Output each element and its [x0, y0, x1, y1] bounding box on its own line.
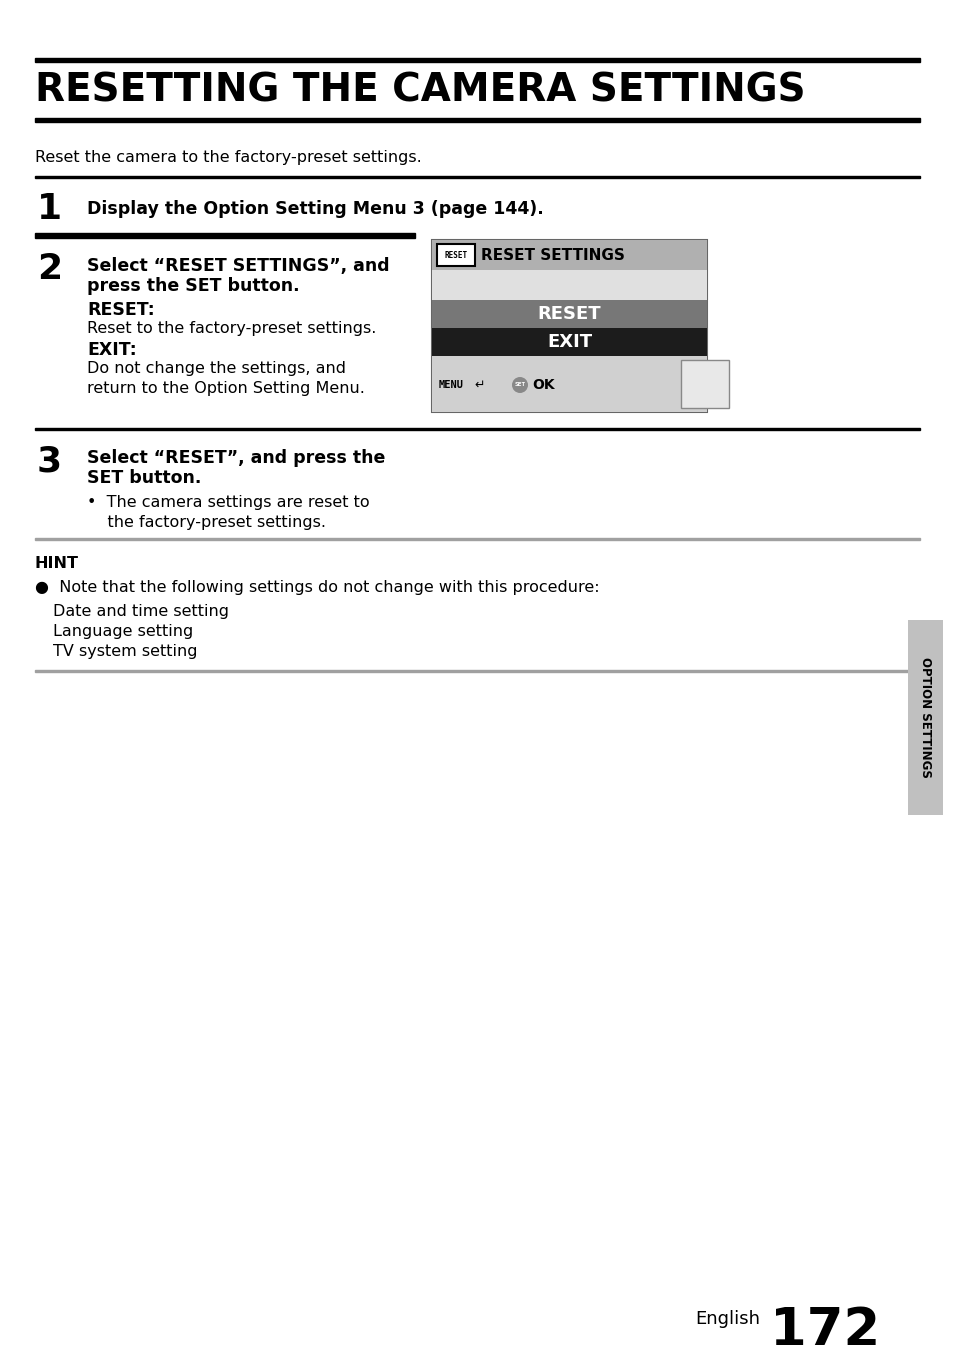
- Text: Reset the camera to the factory-preset settings.: Reset the camera to the factory-preset s…: [35, 151, 421, 165]
- Text: RESETTING THE CAMERA SETTINGS: RESETTING THE CAMERA SETTINGS: [35, 73, 804, 110]
- Text: 1: 1: [37, 192, 62, 226]
- Text: SET button.: SET button.: [87, 469, 201, 487]
- Text: Do not change the settings, and: Do not change the settings, and: [87, 360, 346, 377]
- Text: RESET SETTINGS: RESET SETTINGS: [480, 247, 624, 264]
- Text: 3: 3: [37, 444, 62, 477]
- Text: Date and time setting: Date and time setting: [53, 604, 229, 619]
- Text: EXIT:: EXIT:: [87, 342, 136, 359]
- Text: Language setting: Language setting: [53, 624, 193, 639]
- Circle shape: [512, 377, 527, 393]
- Text: press the SET button.: press the SET button.: [87, 277, 299, 295]
- Bar: [432, 239, 706, 412]
- Text: English: English: [695, 1310, 760, 1328]
- Text: Select “RESET”, and press the: Select “RESET”, and press the: [87, 449, 385, 467]
- Text: Reset to the factory-preset settings.: Reset to the factory-preset settings.: [87, 321, 376, 336]
- Text: MENU: MENU: [438, 381, 463, 390]
- Text: the factory-preset settings.: the factory-preset settings.: [87, 515, 326, 530]
- Bar: [35, 233, 415, 238]
- Bar: [35, 670, 919, 672]
- Bar: [436, 243, 475, 266]
- Text: •  The camera settings are reset to: • The camera settings are reset to: [87, 495, 369, 510]
- Text: Select “RESET SETTINGS”, and: Select “RESET SETTINGS”, and: [87, 257, 389, 274]
- Text: ●  Note that the following settings do not change with this procedure:: ● Note that the following settings do no…: [35, 580, 599, 594]
- Bar: [432, 328, 706, 356]
- Bar: [35, 176, 919, 178]
- Bar: [432, 356, 706, 412]
- Text: Display the Option Setting Menu 3 (page 144).: Display the Option Setting Menu 3 (page …: [87, 200, 543, 218]
- Bar: [35, 538, 919, 539]
- Text: OK: OK: [532, 378, 554, 391]
- Text: 172: 172: [769, 1305, 880, 1345]
- Text: OPTION SETTINGS: OPTION SETTINGS: [918, 658, 931, 777]
- Text: TV system setting: TV system setting: [53, 644, 197, 659]
- Text: return to the Option Setting Menu.: return to the Option Setting Menu.: [87, 381, 364, 395]
- Text: RESET: RESET: [537, 305, 600, 323]
- Bar: [35, 428, 919, 430]
- Text: SET: SET: [514, 382, 525, 387]
- Bar: [432, 270, 706, 300]
- Bar: [432, 300, 706, 328]
- Bar: [432, 239, 706, 270]
- Bar: [680, 360, 728, 408]
- Text: 2: 2: [37, 252, 62, 286]
- Bar: [35, 118, 919, 122]
- Text: EXIT: EXIT: [546, 334, 592, 351]
- Bar: [35, 58, 919, 62]
- Text: ↵: ↵: [474, 378, 484, 391]
- Text: HINT: HINT: [35, 555, 79, 572]
- Text: RESET: RESET: [444, 252, 467, 260]
- Bar: [907, 620, 942, 815]
- Text: RESET:: RESET:: [87, 301, 154, 319]
